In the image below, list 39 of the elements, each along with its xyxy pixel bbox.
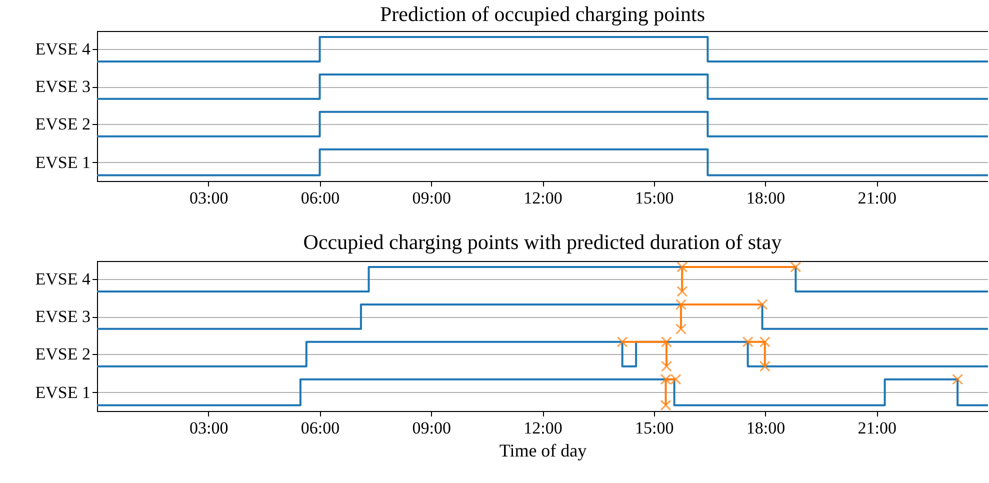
point — [742, 336, 754, 348]
category-label: EVSE 1 — [35, 382, 90, 402]
x-tick-label: 09:00 — [412, 188, 451, 208]
point — [675, 298, 687, 310]
point — [660, 400, 672, 411]
x-axis-title: Time of day — [499, 440, 587, 460]
point — [616, 336, 628, 348]
point — [759, 336, 770, 348]
point — [660, 360, 672, 372]
chart-title: Occupied charging points with predicted duration of stay — [303, 230, 782, 254]
x-tick-label: 03:00 — [190, 418, 228, 438]
x-tick-label: 21:00 — [858, 188, 896, 208]
x-tick-label: 15:00 — [635, 418, 674, 438]
x-tick-label: 06:00 — [300, 188, 340, 208]
point — [660, 336, 672, 348]
chart-title: Prediction of occupied charging points — [380, 2, 706, 26]
x-tick-label: 18:00 — [746, 418, 786, 438]
x-tick-label: 12:00 — [524, 188, 562, 208]
category-label: EVSE 4 — [35, 40, 90, 59]
x-tick-label: 15:00 — [635, 188, 674, 208]
x-tick-label: 09:00 — [412, 418, 451, 438]
point — [759, 360, 770, 372]
category-label: EVSE 2 — [35, 344, 90, 364]
x-tick-label: 21:00 — [858, 418, 896, 438]
x-tick-label: 03:00 — [190, 188, 228, 208]
category-label: EVSE 3 — [35, 307, 90, 326]
x-tick-label: 12:00 — [524, 418, 562, 438]
point — [952, 374, 964, 385]
point — [756, 298, 768, 310]
category-label: EVSE 2 — [35, 114, 90, 134]
category-label: EVSE 1 — [35, 152, 90, 172]
category-label: EVSE 3 — [35, 77, 90, 96]
x-tick-label: 18:00 — [746, 188, 786, 208]
point — [790, 261, 802, 273]
category-label: EVSE 4 — [35, 270, 90, 289]
x-tick-label: 06:00 — [300, 418, 340, 438]
point — [676, 261, 688, 273]
point — [676, 286, 688, 298]
point — [675, 323, 687, 334]
